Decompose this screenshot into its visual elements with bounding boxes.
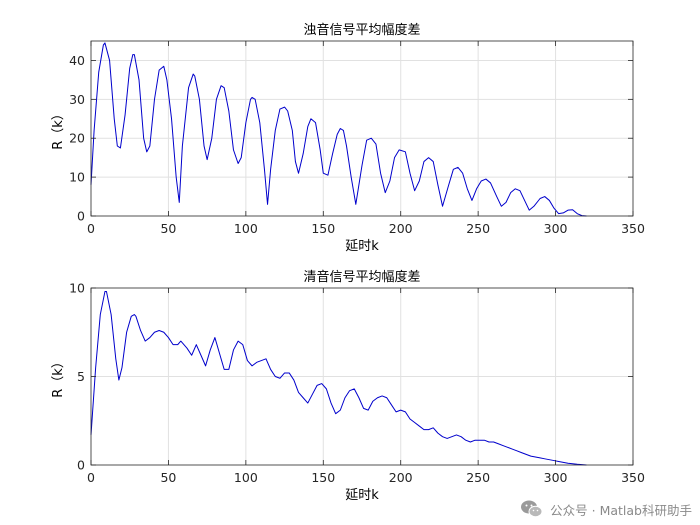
y-tick-label: 30: [69, 92, 85, 107]
y-tick-label: 10: [69, 281, 85, 296]
x-axis-label: 延时k: [345, 239, 379, 254]
y-axis-label: R（k）: [51, 355, 66, 398]
y-tick-label: 5: [77, 369, 85, 384]
series-line: [90, 291, 587, 466]
plot-area: [91, 41, 633, 216]
x-tick-label: 50: [160, 470, 176, 485]
x-tick-label: 150: [311, 470, 335, 485]
axes-box: [90, 40, 634, 217]
series-line: [90, 42, 587, 217]
chart-title: 清音信号平均幅度差: [303, 269, 420, 285]
x-tick-label: 50: [160, 221, 176, 236]
x-tick-label: 100: [234, 470, 258, 485]
x-axis-label: 延时k: [345, 488, 379, 503]
x-tick-label: 200: [389, 470, 413, 485]
x-tick-label: 350: [621, 221, 645, 236]
y-tick-label: 0: [77, 458, 85, 473]
watermark: 公众号 · Matlab科研助手: [520, 499, 692, 519]
y-tick-label: 40: [69, 53, 85, 68]
x-tick-label: 0: [87, 221, 95, 236]
x-tick-label: 350: [621, 470, 645, 485]
x-tick-label: 250: [466, 470, 490, 485]
x-tick-label: 200: [389, 221, 413, 236]
wechat-icon: [521, 500, 543, 518]
y-axis-label: R（k）: [51, 107, 66, 150]
x-tick-label: 150: [311, 221, 335, 236]
y-tick-label: 20: [69, 131, 85, 146]
chart-title: 浊音信号平均幅度差: [303, 22, 420, 38]
y-tick-label: 10: [69, 170, 85, 185]
watermark-text: 公众号 · Matlab科研助手: [550, 502, 692, 518]
x-tick-label: 100: [234, 221, 258, 236]
y-tick-label: 0: [77, 209, 85, 224]
x-tick-label: 300: [544, 470, 568, 485]
chart-1: 0 50 100 150 200 250 300 350 0 10 20 30 40 浊音信号平均幅度差延…: [51, 22, 645, 254]
x-tick-label: 250: [466, 221, 490, 236]
x-tick-label: 300: [544, 221, 568, 236]
x-tick-label: 0: [87, 470, 95, 485]
